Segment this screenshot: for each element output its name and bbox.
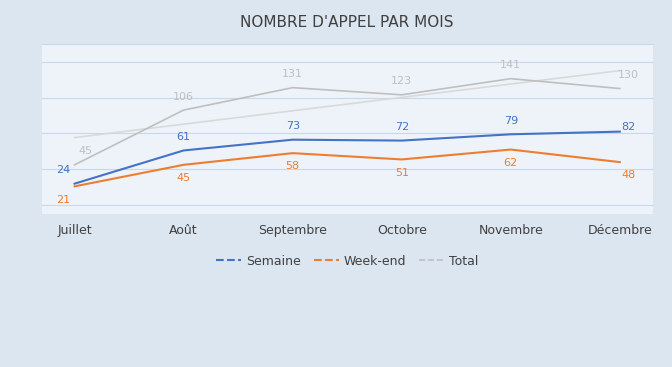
Text: 61: 61 xyxy=(177,132,191,142)
Text: 79: 79 xyxy=(503,116,518,126)
Text: 45: 45 xyxy=(79,146,93,156)
Text: 73: 73 xyxy=(286,121,300,131)
Text: 131: 131 xyxy=(282,69,303,79)
Text: 82: 82 xyxy=(621,121,635,132)
Legend: Semaine, Week-end, Total: Semaine, Week-end, Total xyxy=(212,250,483,273)
Text: 130: 130 xyxy=(618,70,638,80)
Title: NOMBRE D'APPEL PAR MOIS: NOMBRE D'APPEL PAR MOIS xyxy=(241,15,454,30)
Text: 45: 45 xyxy=(177,173,191,183)
Text: 123: 123 xyxy=(391,76,413,87)
Text: 24: 24 xyxy=(56,165,71,175)
Text: 106: 106 xyxy=(173,92,194,102)
Text: 48: 48 xyxy=(621,170,635,181)
Text: 141: 141 xyxy=(500,60,521,70)
Text: 58: 58 xyxy=(286,161,300,171)
Text: 51: 51 xyxy=(394,168,409,178)
Text: 72: 72 xyxy=(394,122,409,132)
Text: 62: 62 xyxy=(504,158,518,168)
Text: 21: 21 xyxy=(56,195,71,205)
